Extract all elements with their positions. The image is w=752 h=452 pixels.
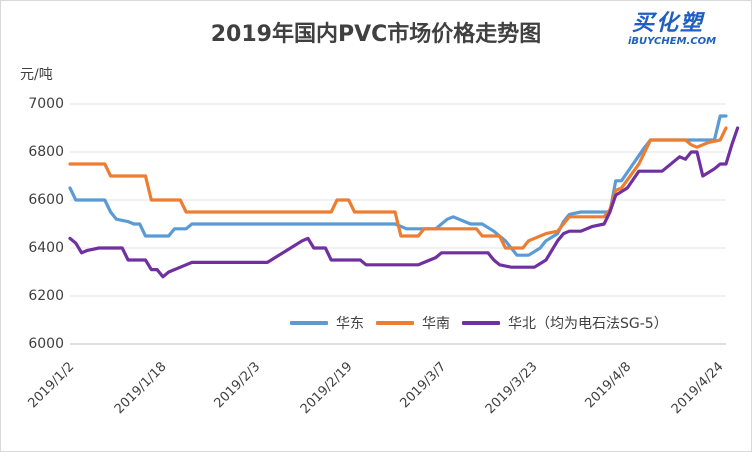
y-tick-label: 6600	[28, 192, 64, 208]
series-line-2	[68, 126, 728, 250]
legend-swatch	[290, 321, 328, 325]
legend-item-3: 华北（均为电石法SG-5）	[462, 313, 668, 333]
legend-swatch	[462, 321, 500, 325]
legend-swatch	[376, 321, 414, 325]
chart-title: 2019年国内PVC市场价格走势图	[210, 22, 542, 47]
y-tick-label: 6200	[28, 288, 64, 304]
brand-logo: 买化塑 iBUYCHEM.COM	[628, 11, 752, 48]
legend-label: 华东	[336, 316, 364, 332]
y-tick-label: 6800	[28, 144, 64, 160]
series-line-1	[68, 114, 728, 257]
y-tick-label: 6400	[28, 240, 64, 256]
y-tick-label: 6000	[28, 336, 64, 352]
legend-label: 华南	[422, 316, 450, 332]
chart-legend: 华东 华南 华北（均为电石法SG-5）	[290, 313, 680, 333]
legend-item-1: 华东	[290, 313, 364, 333]
y-tick-label: 7000	[28, 96, 64, 112]
y-axis-unit: 元/吨	[20, 67, 53, 83]
brand-logo-en: iBUYCHEM.COM	[628, 36, 717, 47]
brand-logo-cn: 买化塑	[632, 11, 705, 36]
legend-item-2: 华南	[376, 313, 450, 333]
series-line-3	[68, 126, 740, 279]
legend-label: 华北（均为电石法SG-5）	[508, 316, 668, 332]
